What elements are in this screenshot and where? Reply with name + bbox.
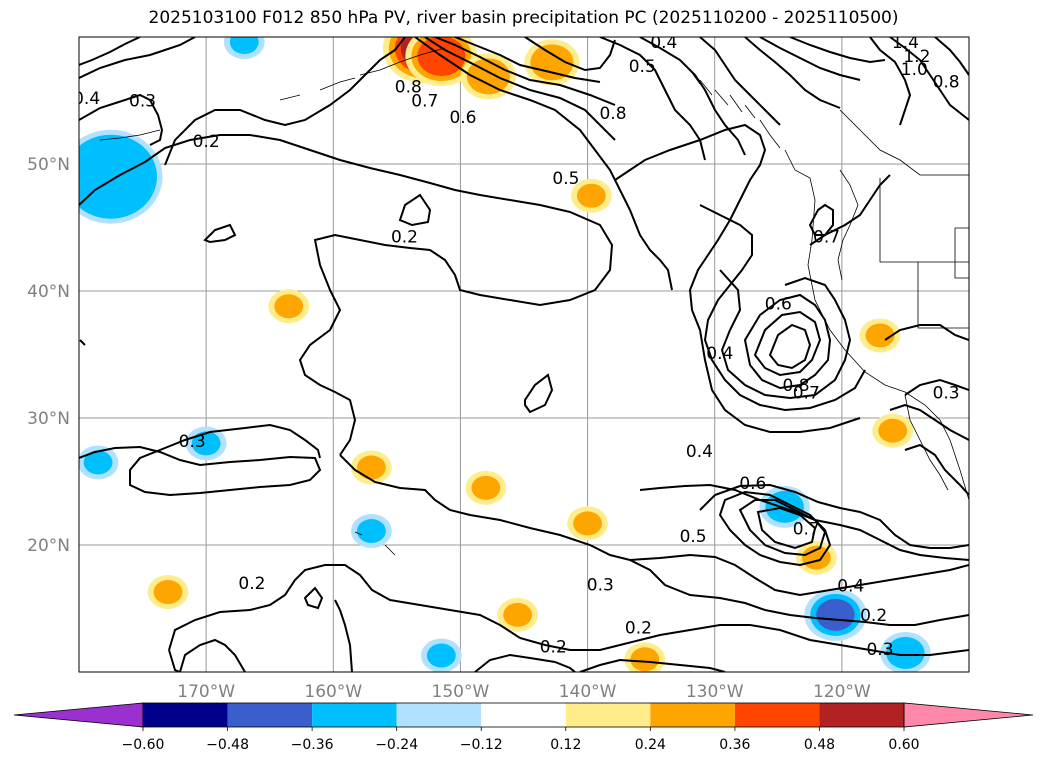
contour-label: 0.4: [650, 33, 677, 53]
lat-tick-label: 30°N: [27, 409, 70, 429]
lat-tick-label: 40°N: [27, 282, 70, 302]
contour-label: 0.3: [866, 640, 893, 660]
lat-tick-label: 20°N: [27, 536, 70, 556]
lon-tick-labels: 170°W 160°W 150°W 140°W 130°W 120°W: [177, 682, 871, 702]
colorbar-tick-label: 0.60: [888, 737, 919, 753]
colorbar-tick-label: 0.36: [719, 737, 750, 753]
contour-label: 0.7: [793, 384, 820, 404]
contour-label: 0.4: [837, 577, 864, 597]
colorbar-bin: [734, 703, 820, 727]
precip-patch: [471, 475, 501, 500]
contour-label: 0.3: [129, 92, 156, 112]
colorbar-extend-max: [903, 702, 1034, 728]
contour-label: 1.2: [903, 47, 930, 67]
precip-patch: [886, 636, 925, 669]
coastlines: [99, 47, 969, 556]
lat-tick-label: 50°N: [27, 155, 70, 175]
precip-patch: [573, 511, 602, 536]
colorbar-bin: [481, 703, 566, 727]
lon-tick-label: 160°W: [304, 682, 362, 702]
colorbar-bin: [312, 703, 397, 727]
colorbar-tick-label: 0.12: [550, 737, 581, 753]
precip-patch: [153, 579, 183, 604]
contour-label: 0.3: [933, 384, 960, 404]
precip-patch: [357, 519, 386, 544]
colorbar: −0.60 −0.48 −0.36 −0.24 −0.12 0.12 0.24 0.36 0.4…: [13, 702, 1034, 753]
colorbar-bin: [650, 703, 735, 727]
contour-label: 0.8: [599, 104, 626, 124]
contour-label: 0.2: [540, 638, 567, 658]
contour-label: 0.2: [238, 574, 265, 594]
precip-patch: [865, 323, 895, 348]
contour-label: 0.8: [395, 78, 422, 98]
colorbar-bin: [143, 703, 228, 727]
precip-patch: [357, 455, 386, 480]
contour-label: 0.7: [411, 92, 438, 112]
contour-label: 0.7: [793, 519, 820, 539]
contour-label: 0.6: [449, 108, 476, 128]
precip-patch: [878, 418, 908, 443]
map-frame: [78, 36, 970, 673]
lon-tick-label: 150°W: [432, 682, 490, 702]
contour-label: 0.5: [680, 527, 707, 547]
precip-patch: [274, 294, 304, 319]
contour-label: 0.2: [625, 619, 652, 639]
colorbar-tick-label: −0.36: [291, 737, 334, 753]
contour-label: 0.5: [629, 57, 656, 77]
chart-title: 2025103100 F012 850 hPa PV, river basin …: [148, 8, 899, 28]
lon-tick-label: 130°W: [686, 682, 744, 702]
precip-patch: [79, 134, 157, 219]
precip-patch: [426, 643, 456, 668]
contour-label: 0.4: [706, 344, 733, 364]
contour-label: 0.3: [179, 432, 206, 452]
contour-label: 1.4: [892, 33, 919, 53]
lon-tick-label: 170°W: [177, 682, 235, 702]
colorbar-tick-label: 0.48: [804, 737, 835, 753]
contour-label: 0.6: [739, 474, 766, 494]
contour-label: 0.8: [783, 376, 810, 396]
colorbar-frame: [142, 702, 905, 728]
lon-tick-label: 140°W: [559, 682, 617, 702]
colorbar-bin: [565, 703, 651, 727]
contour-label: 0.8: [933, 72, 960, 92]
contour-label: 0.4: [73, 89, 100, 109]
contour-label: 1.0: [901, 60, 928, 80]
lon-tick-label: 120°W: [813, 682, 871, 702]
precip-patch: [816, 598, 855, 631]
contour-label: 0.5: [552, 169, 579, 189]
precip-patch: [229, 37, 259, 55]
colorbar-tick-label: −0.48: [206, 737, 249, 753]
contour-label: 0.3: [587, 575, 614, 595]
precip-patch: [530, 44, 574, 81]
colorbar-tick-label: −0.12: [460, 737, 503, 753]
contour-label: 0.2: [391, 227, 418, 247]
precip-patch: [191, 431, 221, 456]
colorbar-bin: [396, 703, 482, 727]
precip-patch: [83, 450, 113, 475]
precip-patch: [630, 647, 660, 672]
precip-patch: [576, 183, 606, 208]
precip-patch: [503, 602, 533, 627]
colorbar-tick-label: 0.24: [635, 737, 666, 753]
precip-shading: [79, 37, 931, 672]
contour-label: 0.6: [765, 295, 792, 315]
colorbar-bin: [227, 703, 313, 727]
contour-label: 0.7: [813, 227, 840, 247]
contour-label: 0.4: [686, 442, 713, 462]
contour-label: 0.2: [193, 132, 220, 152]
lat-tick-labels: 20°N 30°N 40°N 50°N: [27, 155, 70, 556]
colorbar-bin: [819, 703, 904, 727]
colorbar-tick-label: −0.60: [122, 737, 165, 753]
contour-labels: 0.4 0.30.21.41.21.00.80.40.50.80.70.6 0.80…: [73, 33, 960, 660]
pv-contours: [79, 37, 969, 672]
contour-label: 0.2: [860, 606, 887, 626]
precip-patch: [765, 490, 804, 523]
colorbar-tick-label: −0.24: [375, 737, 418, 753]
colorbar-extend-min: [13, 702, 144, 728]
